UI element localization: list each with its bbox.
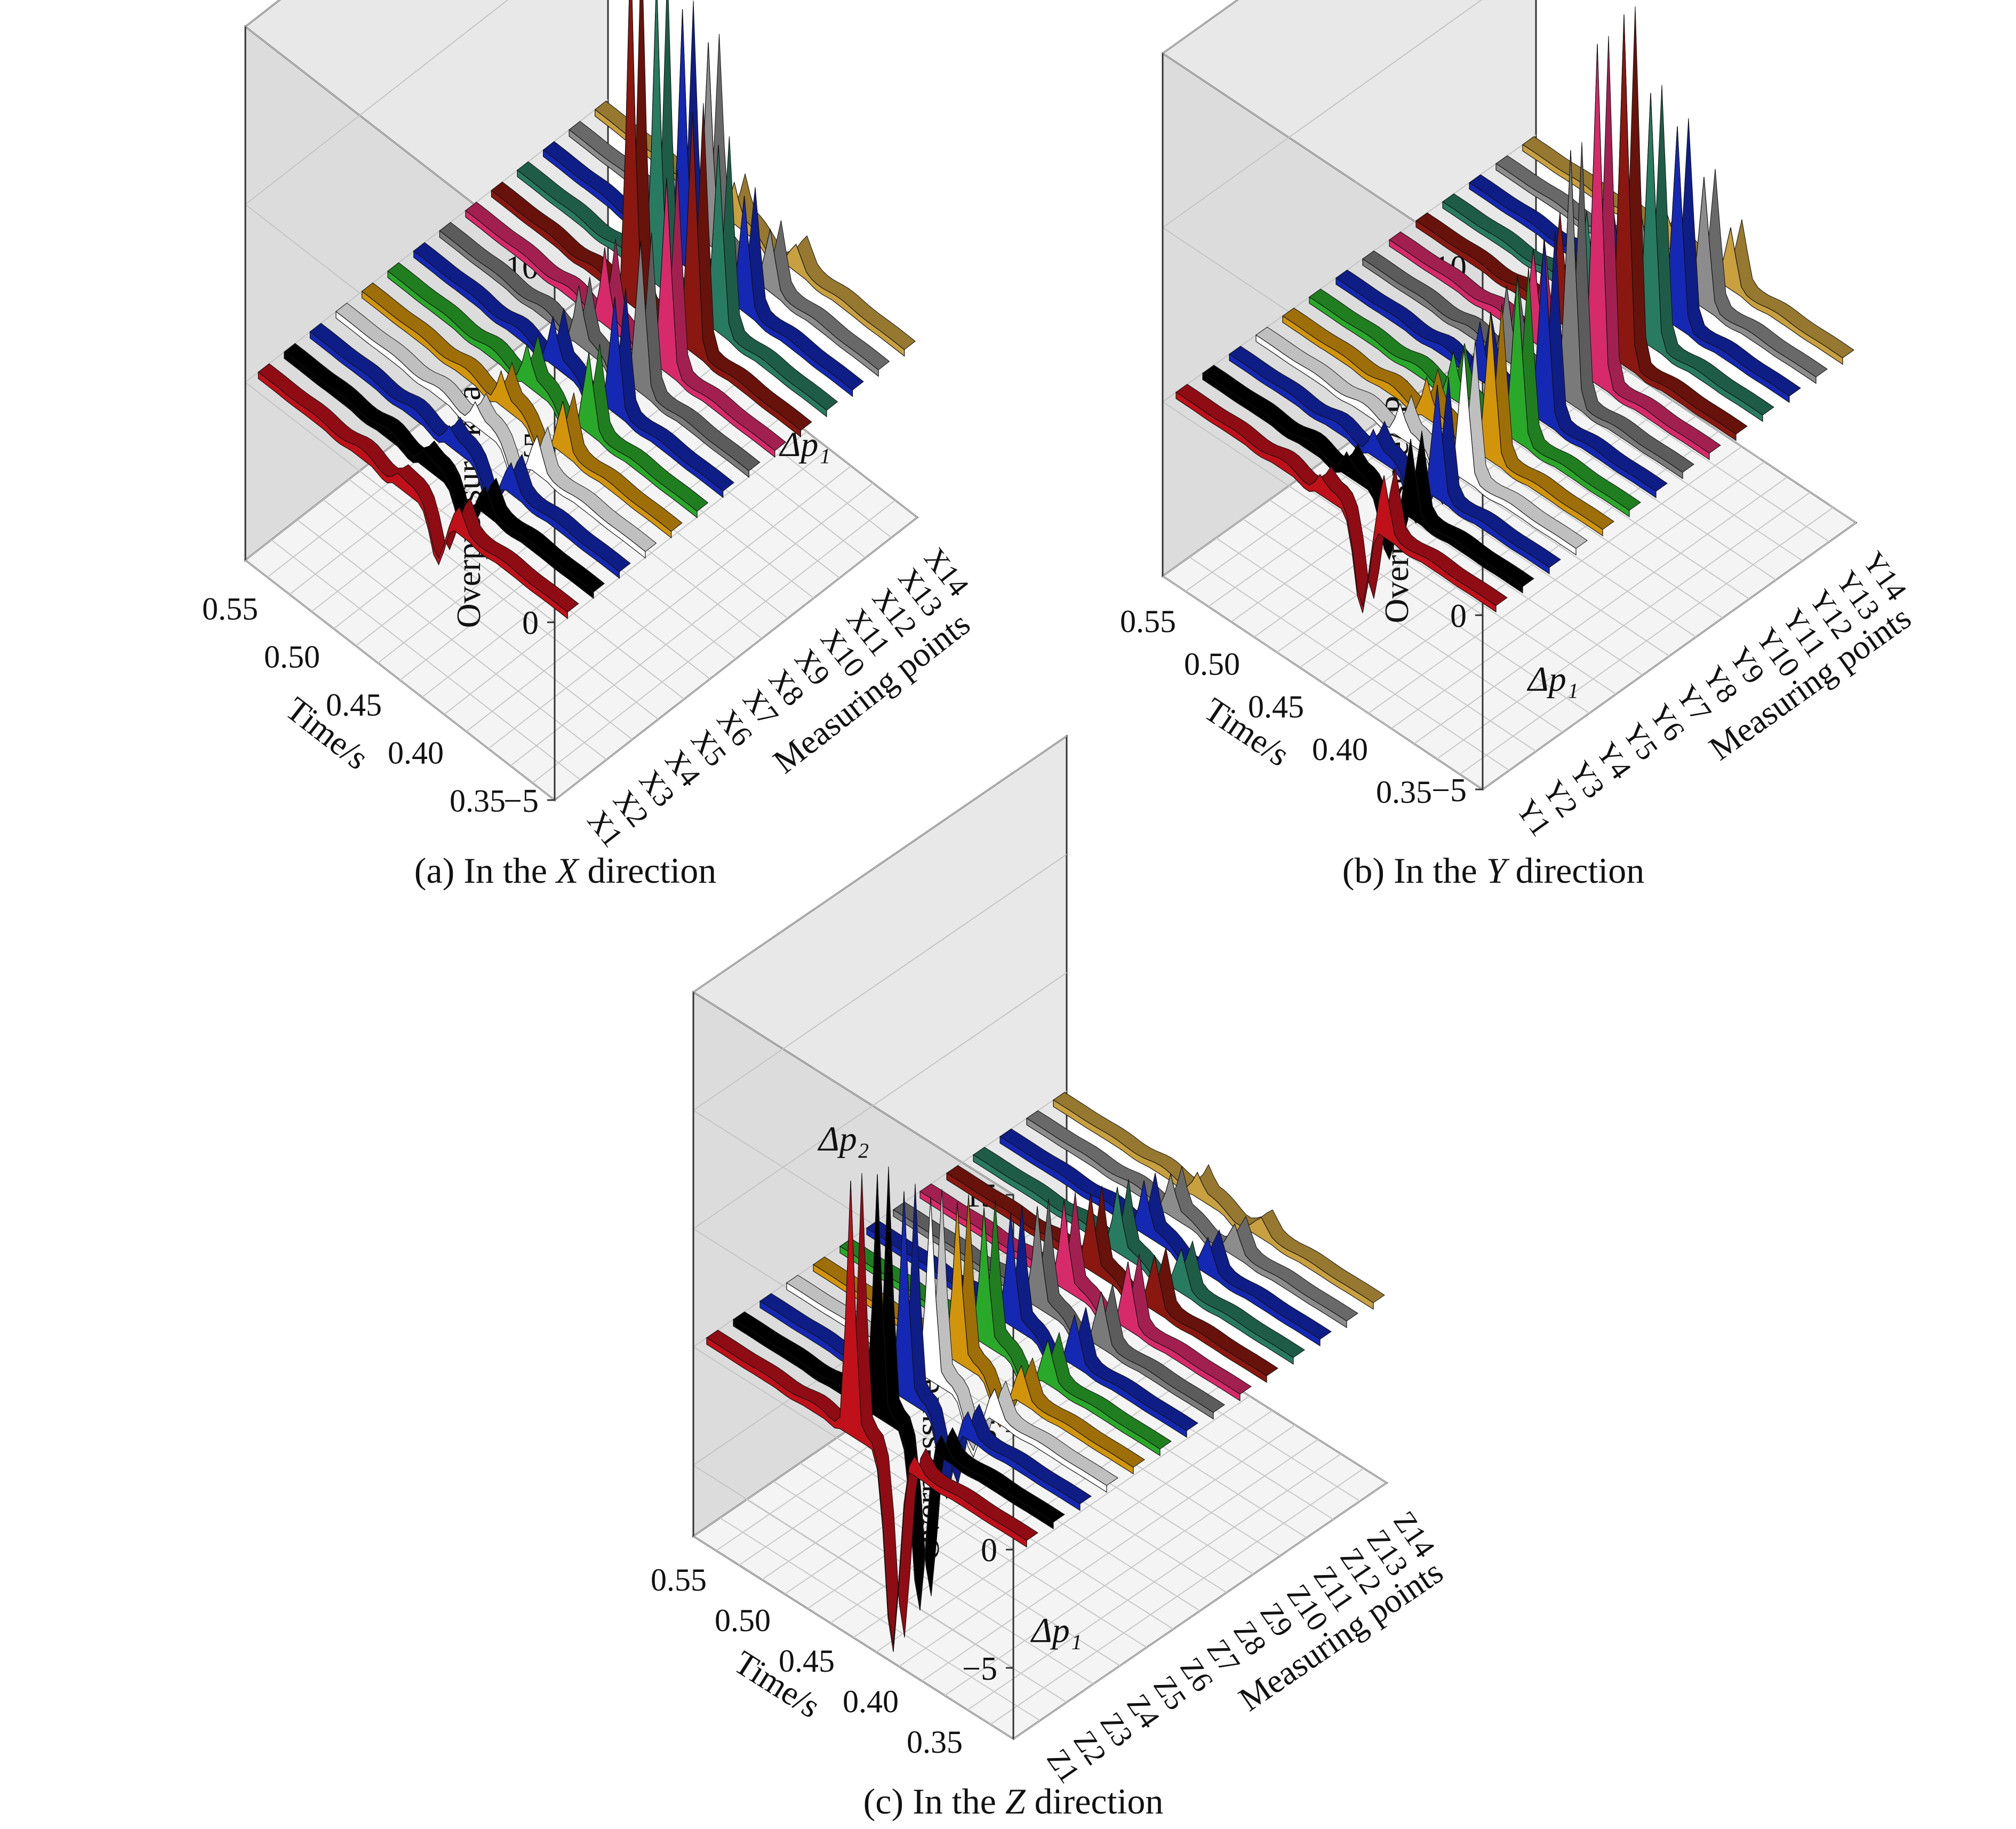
time-tick-label: 0.55 [202, 592, 258, 627]
annotation-dp2: Δp₂ [817, 1120, 869, 1159]
ribbon-Z5 [813, 1202, 1134, 1475]
ribbon-Z3 [759, 1191, 1081, 1511]
time-tick-label: 0.35 [1376, 774, 1432, 810]
time-tick-label: 0.45 [779, 1643, 835, 1679]
annotation-dp1: Δp₁ [1526, 660, 1579, 699]
ribbon-Y2 [1202, 372, 1523, 594]
ribbon-X8 [439, 230, 749, 478]
ribbon-Z6 [839, 1207, 1161, 1456]
z-tick-label: −5 [962, 1651, 997, 1687]
time-tick-label: 0.50 [715, 1603, 771, 1638]
time-tick-label: 0.55 [651, 1562, 707, 1598]
ribbon-Z14 [1053, 1099, 1374, 1310]
panel-b-y-direction: 1050−5Overpressure/kPaY1Y2Y3Y4Y5Y6Y7Y8Y9… [1120, 0, 1918, 891]
time-tick-label: 0.45 [326, 688, 382, 723]
z-tick-label: 0 [1450, 598, 1467, 634]
time-tick-label: 0.55 [1120, 604, 1176, 639]
ribbon-Y9 [1389, 44, 1710, 460]
ribbon-Z2 [733, 1174, 1054, 1611]
ribbon-Y7 [1335, 238, 1657, 499]
ribbon-X7 [413, 250, 724, 498]
panel-caption: (c) In the Z direction [863, 1781, 1164, 1822]
ribbon-Z1 [706, 1180, 1027, 1652]
time-tick-label: 0.40 [1312, 732, 1368, 767]
ribbon-Y5 [1282, 312, 1603, 537]
ribbon-Y10 [1415, 14, 1737, 441]
time-tick-label: 0.35 [907, 1724, 963, 1760]
z-tick-label: 0 [981, 1532, 997, 1569]
ribbon-Y8 [1362, 150, 1683, 480]
ribbon-X4 [335, 310, 646, 559]
ribbon-X14 [595, 109, 905, 357]
ribbon-Y11 [1442, 93, 1763, 422]
annotation-dp1: Δp₁ [1030, 1611, 1082, 1650]
panel-a-x-direction: 1050−5Overpressure/kPaX1X2X3X4X5X6X7X8X9… [202, 0, 977, 891]
ribbon-X5 [361, 290, 672, 539]
time-tick-label: 0.50 [1184, 646, 1240, 682]
panel-caption: (a) In the X direction [414, 850, 716, 891]
ribbon-Z10 [946, 1172, 1267, 1383]
panel-c-z-direction: 151050−5Overpressure/kPaZ1Z2Z3Z4Z5Z6Z7Z8… [651, 734, 1450, 1822]
ribbon-X13 [569, 42, 879, 377]
ribbon-Z8 [893, 1206, 1214, 1420]
ribbon-X11 [517, 0, 827, 418]
ribbon-Z9 [919, 1191, 1241, 1402]
time-tick-label: 0.35 [450, 784, 506, 819]
time-tick-label: 0.40 [843, 1684, 899, 1719]
z-tick-label: −5 [1431, 772, 1467, 809]
time-tick-label: 0.50 [264, 640, 320, 675]
ribbon-Y1 [1175, 392, 1497, 613]
ribbon-X2 [284, 351, 594, 600]
ribbon-Z13 [1026, 1117, 1347, 1328]
ribbon-Z7 [866, 1212, 1187, 1438]
ribbon-Z4 [786, 1196, 1107, 1493]
ribbon-X1 [258, 371, 568, 619]
z-tick-label: −5 [503, 783, 539, 819]
ribbon-Y3 [1229, 353, 1550, 574]
ribbon-Y4 [1255, 334, 1577, 556]
ribbon-X12 [542, 9, 853, 397]
ribbon-Y12 [1469, 126, 1790, 403]
ribbon-Y6 [1309, 275, 1630, 517]
ribbon-X10 [491, 0, 802, 438]
time-tick-label: 0.40 [388, 736, 444, 771]
annotation-dp1: Δp₁ [779, 425, 831, 464]
ribbon-X6 [387, 270, 698, 518]
z-tick-label: 0 [522, 605, 539, 642]
ribbon-Z12 [999, 1136, 1321, 1347]
panel-caption: (b) In the Y direction [1342, 850, 1645, 891]
time-tick-label: 0.45 [1248, 689, 1304, 724]
ribbon-X3 [309, 331, 620, 579]
ribbon-X9 [465, 178, 775, 458]
ribbon-Z11 [973, 1154, 1294, 1365]
